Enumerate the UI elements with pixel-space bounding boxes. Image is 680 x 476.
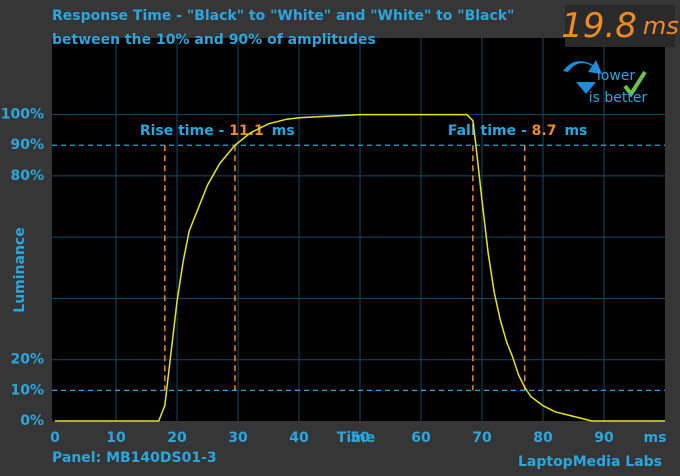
- badge-arrow-head: [576, 82, 596, 94]
- y-tick-label: 10%: [10, 382, 44, 398]
- x-tick-label: 80: [533, 430, 553, 446]
- score-unit: ms: [643, 12, 679, 40]
- y-tick-label: 90%: [10, 137, 44, 153]
- y-tick-label: 100%: [1, 107, 44, 123]
- x-axis-label: Time: [337, 430, 375, 446]
- plot-area: [52, 38, 665, 421]
- chart-title: Response Time - "Black" to "White" and "…: [52, 8, 514, 24]
- score-value: 19.8: [561, 6, 637, 46]
- y-tick-label: 20%: [10, 352, 44, 368]
- annotation: Fall time - 8.7 ms: [448, 123, 588, 139]
- score-box: [565, 5, 675, 47]
- annotation-unit: ms: [564, 123, 587, 139]
- y-tick-label: 0%: [20, 413, 44, 429]
- annotation-value: 11.1: [229, 123, 264, 139]
- credit: LaptopMedia Labs: [518, 454, 662, 470]
- x-tick-label: 60: [411, 430, 431, 446]
- x-tick-label: 40: [289, 430, 309, 446]
- badge-text: is better: [589, 90, 648, 106]
- x-tick-label: 50: [350, 430, 370, 446]
- score-text: 19.8 ms: [561, 6, 679, 46]
- y-tick-label: 80%: [10, 168, 44, 184]
- x-tick-label: 20: [167, 430, 187, 446]
- panel-label: Panel: MB140DS01-3: [52, 450, 217, 466]
- badge-check: [623, 70, 647, 98]
- badge-arrow: [563, 60, 602, 74]
- annotation-value: 8.7: [532, 123, 557, 139]
- x-tick-label: 10: [106, 430, 126, 446]
- x-tick-label: 70: [472, 430, 492, 446]
- chart-subtitle: between the 10% and 90% of amplitudes: [52, 32, 376, 48]
- annotation-text: Rise time -: [140, 123, 229, 139]
- annotation-text: Fall time -: [448, 123, 532, 139]
- x-tick-label: 90: [594, 430, 614, 446]
- data-line: [55, 113, 665, 422]
- score: 19.8 ms: [561, 6, 679, 46]
- x-tick-label: 0: [50, 430, 60, 446]
- badge-text: lower: [597, 68, 636, 84]
- annotation: Rise time - 11.1 ms: [140, 123, 295, 139]
- annotation-unit: ms: [272, 123, 295, 139]
- y-axis-label: Luminance: [12, 227, 28, 312]
- x-unit-label: ms: [644, 430, 667, 446]
- x-tick-label: 30: [228, 430, 248, 446]
- badge: lower is better: [563, 60, 647, 106]
